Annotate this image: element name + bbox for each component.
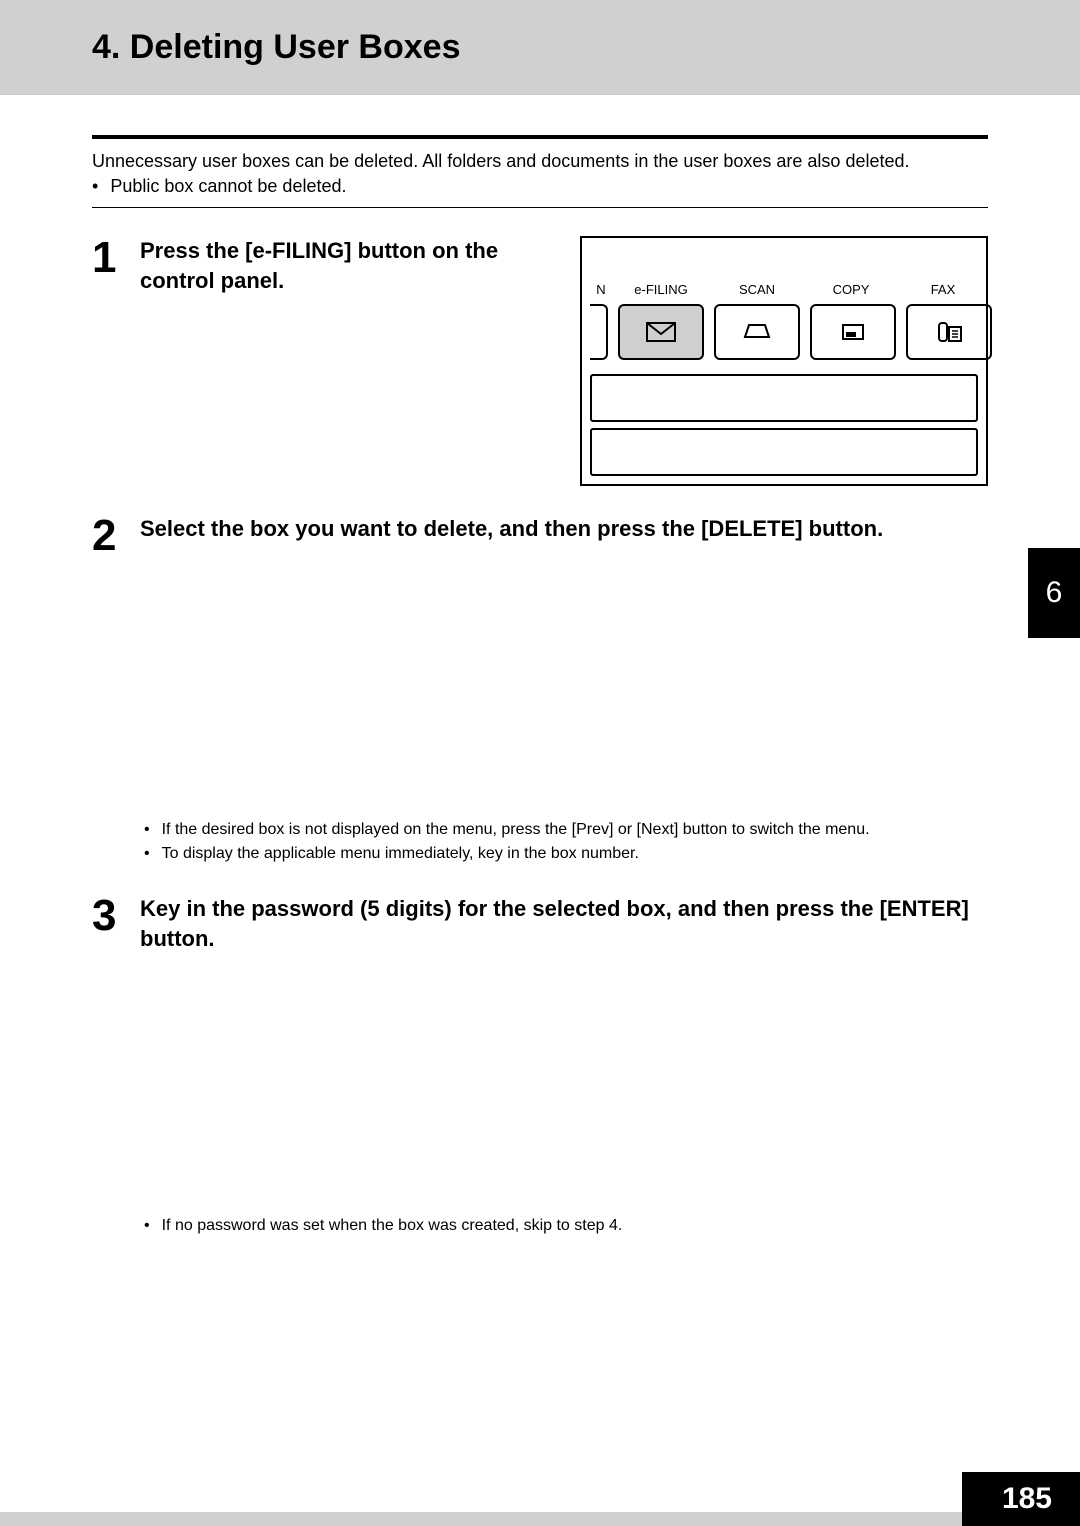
content: Unnecessary user boxes can be deleted. A… [0,95,1080,1238]
list-item: To display the applicable menu immediate… [144,842,988,866]
panel-buttons-row [590,304,992,360]
bullet-icon [92,174,98,199]
rule-top [92,135,988,139]
panel-slot-1 [590,374,978,422]
list-item: If no password was set when the box was … [144,1214,988,1238]
efiling-button[interactable] [618,304,704,360]
step-1-number: 1 [92,236,124,486]
intro-bullet-text: Public box cannot be deleted. [110,174,346,199]
panel-label-copy: COPY [804,282,898,297]
footer-strip [0,1512,1080,1526]
copy-button[interactable] [810,304,896,360]
panel-partial-button [590,304,608,360]
rule-thin [92,207,988,208]
step-3: 3 Key in the password (5 digits) for the… [92,894,988,953]
section-title: 4. Deleting User Boxes [92,28,1080,67]
panel-slot-2 [590,428,978,476]
step-2-notes: If the desired box is not displayed on t… [144,818,988,866]
step-3-heading: Key in the password (5 digits) for the s… [140,894,988,953]
bullet-icon [144,818,150,842]
scanner-icon [741,319,773,345]
panel-label-scan: SCAN [710,282,804,297]
panel-label-fax: FAX [898,282,988,297]
fax-icon [933,319,965,345]
control-panel-diagram: N e-FILING SCAN COPY FAX [580,236,988,486]
step-2: 2 Select the box you want to delete, and… [92,514,988,558]
page-number: 185 [962,1472,1080,1526]
header-bar: 4. Deleting User Boxes [0,0,1080,95]
step-3-number: 3 [92,894,124,953]
bullet-icon [144,1214,150,1238]
panel-labels: N e-FILING SCAN COPY FAX [590,282,994,297]
bullet-icon [144,842,150,866]
scan-button[interactable] [714,304,800,360]
step-2-number: 2 [92,514,124,558]
intro-bullet: Public box cannot be deleted. [92,174,988,199]
step-1-heading: Press the [e-FILING] button on the contr… [140,236,560,295]
note-text: If no password was set when the box was … [162,1214,623,1238]
step-3-notes: If no password was set when the box was … [144,1214,988,1238]
copy-icon [837,319,869,345]
step-1: 1 Press the [e-FILING] button on the con… [92,236,988,486]
envelope-icon [645,319,677,345]
note-text: If the desired box is not displayed on t… [162,818,870,842]
chapter-tab: 6 [1028,548,1080,638]
list-item: If the desired box is not displayed on t… [144,818,988,842]
panel-label-n: N [590,282,612,297]
step-2-heading: Select the box you want to delete, and t… [140,514,988,544]
note-text: To display the applicable menu immediate… [162,842,639,866]
panel-label-efiling: e-FILING [612,282,710,297]
intro-text: Unnecessary user boxes can be deleted. A… [92,149,988,174]
fax-button[interactable] [906,304,992,360]
